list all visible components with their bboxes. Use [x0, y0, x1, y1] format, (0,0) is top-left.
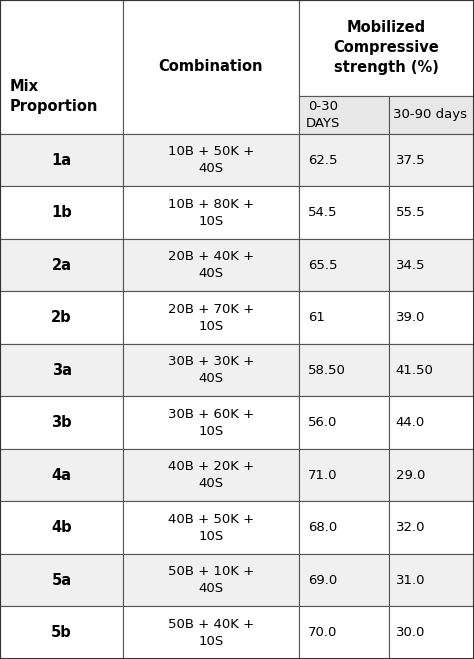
- Bar: [123, 291, 299, 344]
- Text: 62.5: 62.5: [308, 154, 337, 167]
- Text: 20B + 70K +
10S: 20B + 70K + 10S: [168, 302, 254, 333]
- Bar: [0, 291, 123, 344]
- Bar: [389, 606, 474, 659]
- Bar: [123, 397, 299, 449]
- Text: 37.5: 37.5: [396, 154, 426, 167]
- Bar: [299, 239, 389, 291]
- Bar: [0, 0, 123, 134]
- Text: 41.50: 41.50: [396, 364, 434, 377]
- Bar: [0, 397, 123, 449]
- Text: 68.0: 68.0: [308, 521, 337, 534]
- Bar: [0, 449, 123, 501]
- Text: 30.0: 30.0: [396, 626, 425, 639]
- Bar: [299, 449, 389, 501]
- Text: 71.0: 71.0: [308, 469, 337, 482]
- Bar: [389, 239, 474, 291]
- Bar: [123, 0, 299, 134]
- Text: 32.0: 32.0: [396, 521, 425, 534]
- Text: 1b: 1b: [51, 205, 72, 220]
- Text: 31.0: 31.0: [396, 574, 425, 587]
- Text: 70.0: 70.0: [308, 626, 337, 639]
- Bar: [389, 96, 474, 134]
- Text: 2b: 2b: [51, 310, 72, 325]
- Bar: [389, 554, 474, 606]
- Bar: [299, 291, 389, 344]
- Bar: [0, 501, 123, 554]
- Text: 5b: 5b: [51, 625, 72, 641]
- Bar: [123, 344, 299, 397]
- Text: 61: 61: [308, 311, 325, 324]
- Bar: [0, 186, 123, 239]
- Text: 1a: 1a: [52, 152, 72, 167]
- Text: 34.5: 34.5: [396, 258, 425, 272]
- Text: 3b: 3b: [51, 415, 72, 430]
- Text: 44.0: 44.0: [396, 416, 425, 429]
- Text: 50B + 10K +
40S: 50B + 10K + 40S: [168, 565, 254, 595]
- Bar: [0, 606, 123, 659]
- Bar: [389, 501, 474, 554]
- Bar: [299, 554, 389, 606]
- Bar: [299, 0, 474, 96]
- Bar: [0, 554, 123, 606]
- Text: 65.5: 65.5: [308, 258, 337, 272]
- Text: 50B + 40K +
10S: 50B + 40K + 10S: [168, 617, 254, 648]
- Text: 0-30
DAYS: 0-30 DAYS: [306, 100, 340, 130]
- Text: 40B + 20K +
40S: 40B + 20K + 40S: [168, 460, 254, 490]
- Bar: [389, 186, 474, 239]
- Text: 10B + 50K +
40S: 10B + 50K + 40S: [168, 145, 254, 175]
- Text: 29.0: 29.0: [396, 469, 425, 482]
- Bar: [299, 186, 389, 239]
- Text: 20B + 40K +
40S: 20B + 40K + 40S: [168, 250, 254, 280]
- Text: 54.5: 54.5: [308, 206, 337, 219]
- Text: 55.5: 55.5: [396, 206, 426, 219]
- Bar: [299, 501, 389, 554]
- Text: 40B + 50K +
10S: 40B + 50K + 10S: [168, 513, 254, 543]
- Bar: [0, 344, 123, 397]
- Bar: [299, 96, 389, 134]
- Text: 4b: 4b: [51, 520, 72, 535]
- Bar: [123, 606, 299, 659]
- Text: 4a: 4a: [52, 468, 72, 482]
- Bar: [0, 239, 123, 291]
- Bar: [123, 501, 299, 554]
- Text: Mix
Proportion: Mix Proportion: [9, 79, 98, 114]
- Text: 58.50: 58.50: [308, 364, 346, 377]
- Text: 2a: 2a: [52, 258, 72, 273]
- Bar: [389, 449, 474, 501]
- Bar: [389, 134, 474, 186]
- Bar: [299, 397, 389, 449]
- Text: 30B + 60K +
10S: 30B + 60K + 10S: [168, 408, 254, 438]
- Text: 3a: 3a: [52, 362, 72, 378]
- Bar: [299, 134, 389, 186]
- Bar: [299, 606, 389, 659]
- Bar: [123, 134, 299, 186]
- Text: 30B + 30K +
40S: 30B + 30K + 40S: [168, 355, 254, 385]
- Text: 69.0: 69.0: [308, 574, 337, 587]
- Bar: [389, 344, 474, 397]
- Bar: [389, 397, 474, 449]
- Bar: [123, 186, 299, 239]
- Text: Mobilized
Compressive
strength (%): Mobilized Compressive strength (%): [333, 20, 439, 75]
- Bar: [123, 239, 299, 291]
- Text: 56.0: 56.0: [308, 416, 337, 429]
- Text: 30-90 days: 30-90 days: [393, 108, 467, 121]
- Text: 39.0: 39.0: [396, 311, 425, 324]
- Text: 10B + 80K +
10S: 10B + 80K + 10S: [168, 198, 254, 227]
- Bar: [299, 344, 389, 397]
- Bar: [0, 134, 123, 186]
- Bar: [389, 291, 474, 344]
- Bar: [123, 449, 299, 501]
- Bar: [123, 554, 299, 606]
- Text: 5a: 5a: [52, 573, 72, 588]
- Text: Combination: Combination: [159, 59, 263, 74]
